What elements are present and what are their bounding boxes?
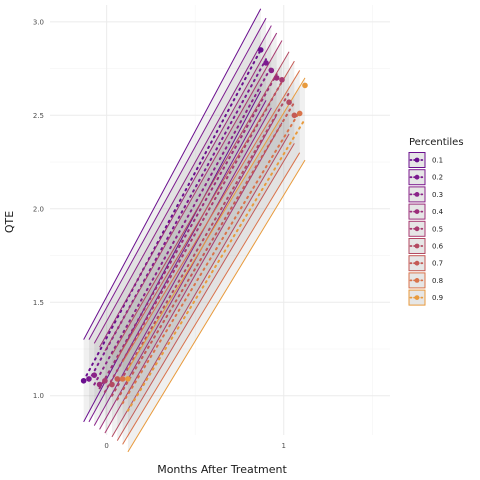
upper-bound-line <box>127 77 306 370</box>
legend-label: 0.9 <box>432 294 443 302</box>
fit-line-dotted <box>82 48 262 382</box>
data-point <box>80 377 87 384</box>
data-point <box>125 376 131 382</box>
legend-label: 0.6 <box>432 243 444 251</box>
data-point <box>91 372 98 378</box>
legend-label: 0.1 <box>432 157 443 165</box>
confidence-band <box>88 18 267 422</box>
legend-label: 0.5 <box>432 225 443 233</box>
upper-bound-line <box>111 51 290 355</box>
confidence-band <box>122 70 300 445</box>
y-tick-label: 2.0 <box>33 205 44 213</box>
data-point <box>109 381 115 388</box>
legend-label: 0.8 <box>432 277 443 285</box>
legend-label: 0.7 <box>432 260 443 268</box>
fit-line-dotted <box>98 73 278 390</box>
fit-line-dotted <box>126 118 306 412</box>
fit-line-dotted <box>93 65 273 386</box>
legend-label: 0.3 <box>432 191 443 199</box>
data-point <box>291 112 298 119</box>
lower-bound-line <box>127 159 306 453</box>
fit-line-dotted <box>110 91 291 397</box>
fit-line-dotted <box>103 80 283 393</box>
upper-bound-line <box>104 40 283 352</box>
lower-bound-line <box>111 133 290 438</box>
lower-bound-line <box>93 107 272 426</box>
legend-label: 0.4 <box>432 208 444 216</box>
lower-bound-line <box>122 152 301 445</box>
fit-lines <box>82 8 306 453</box>
lower-bound-line <box>104 122 283 434</box>
lower-bound-line <box>88 100 267 423</box>
data-points <box>80 47 308 388</box>
data-point <box>86 376 92 382</box>
upper-bound-line <box>83 8 262 340</box>
legend-key-point <box>414 260 420 266</box>
data-point <box>296 110 303 117</box>
legend-key-point <box>414 157 420 163</box>
grid-lines <box>50 5 390 435</box>
legend-key-point <box>414 295 420 300</box>
y-tick-label: 2.5 <box>33 112 44 120</box>
legend: Percentiles 0.1 0.2 0.3 0.4 0.5 0.6 0.7 0.8 0.9 <box>408 137 464 306</box>
data-point <box>268 67 275 74</box>
data-point <box>114 376 121 382</box>
legend-key-point <box>414 192 420 197</box>
y-tick-label: 1.5 <box>33 299 44 307</box>
legend-key-point <box>414 278 420 283</box>
upper-bound-line <box>116 60 295 359</box>
x-tick-label: 0 <box>104 442 108 450</box>
fit-line-dotted <box>121 110 301 405</box>
data-point <box>273 75 280 81</box>
data-point <box>302 82 308 89</box>
y-axis-title: QTE <box>3 211 16 233</box>
confidence-band <box>127 77 306 452</box>
x-tick-label: 1 <box>282 442 286 450</box>
data-point <box>96 381 103 388</box>
legend-title: Percentiles <box>409 137 464 148</box>
y-tick-label: 3.0 <box>33 18 44 26</box>
x-axis-title: Months After Treatment <box>157 463 287 476</box>
data-point <box>286 99 292 106</box>
data-point <box>102 377 108 384</box>
data-point <box>257 47 264 53</box>
lower-bound-line <box>83 90 262 423</box>
legend-key-point <box>414 174 420 180</box>
upper-bound-line <box>99 32 278 348</box>
data-point <box>119 376 126 382</box>
legend-key-point <box>414 243 420 249</box>
y-axis-ticks: 1.0 1.5 2.0 2.5 3.0 <box>33 18 44 400</box>
lower-bound-line <box>116 143 295 441</box>
data-point <box>279 76 285 83</box>
fit-line-dotted <box>116 101 296 401</box>
legend-label: 0.2 <box>432 174 443 182</box>
data-point <box>263 60 269 66</box>
legend-key-point <box>414 226 420 232</box>
upper-bound-line <box>93 25 272 344</box>
legend-key-point <box>414 209 420 215</box>
y-tick-label: 1.0 <box>33 392 44 400</box>
upper-bound-line <box>122 70 301 363</box>
upper-bound-line <box>88 17 267 340</box>
